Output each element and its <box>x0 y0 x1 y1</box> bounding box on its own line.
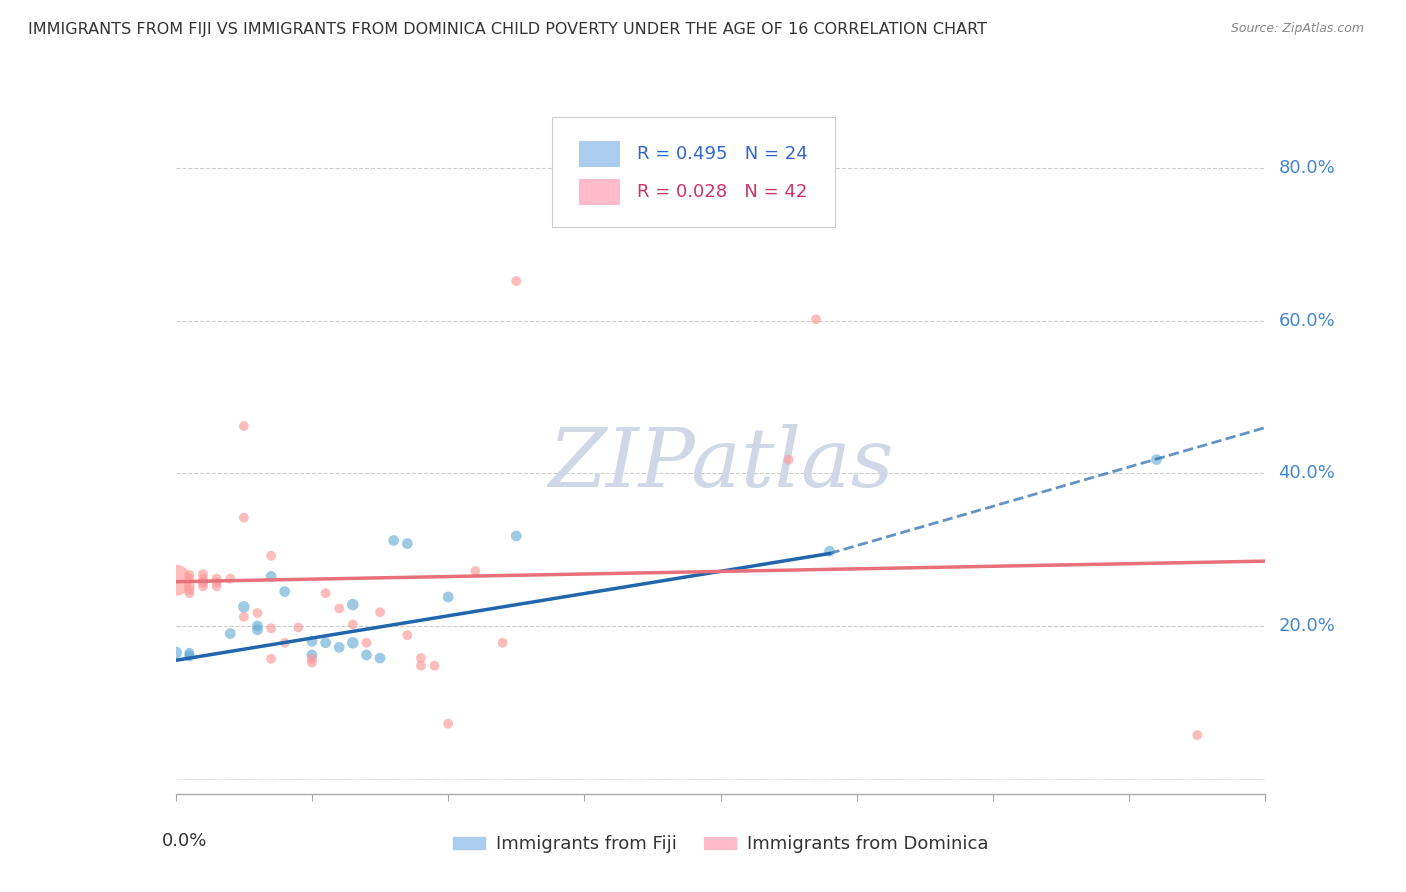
Point <box>260 569 283 583</box>
Point <box>274 584 297 599</box>
Point <box>179 586 201 600</box>
Point <box>179 579 201 593</box>
Text: IMMIGRANTS FROM FIJI VS IMMIGRANTS FROM DOMINICA CHILD POVERTY UNDER THE AGE OF : IMMIGRANTS FROM FIJI VS IMMIGRANTS FROM … <box>28 22 987 37</box>
Text: ZIPatlas: ZIPatlas <box>548 425 893 504</box>
Text: Source: ZipAtlas.com: Source: ZipAtlas.com <box>1230 22 1364 36</box>
Point <box>778 452 800 467</box>
Y-axis label: Child Poverty Under the Age of 16: Child Poverty Under the Age of 16 <box>0 309 8 592</box>
Point <box>315 586 337 600</box>
Point <box>328 601 350 615</box>
Point <box>1144 452 1167 467</box>
FancyBboxPatch shape <box>579 179 620 205</box>
Point <box>191 579 214 593</box>
Point <box>165 646 187 660</box>
Legend: Immigrants from Fiji, Immigrants from Dominica: Immigrants from Fiji, Immigrants from Do… <box>446 828 995 861</box>
Point <box>437 590 460 604</box>
Point <box>179 572 201 586</box>
Point <box>179 583 201 598</box>
Point <box>328 640 350 655</box>
Text: 0.0%: 0.0% <box>162 831 208 850</box>
Text: 80.0%: 80.0% <box>1278 159 1336 178</box>
Point <box>368 605 391 619</box>
Point <box>246 606 269 620</box>
Point <box>191 575 214 590</box>
Point <box>818 544 841 558</box>
Point <box>342 598 364 612</box>
Point <box>1187 728 1209 742</box>
Point <box>219 626 242 640</box>
Point <box>179 648 201 662</box>
Point <box>464 564 486 578</box>
Point <box>219 572 242 586</box>
Point <box>191 572 214 586</box>
Point <box>287 620 309 634</box>
Point <box>191 567 214 582</box>
Text: 60.0%: 60.0% <box>1278 311 1336 330</box>
FancyBboxPatch shape <box>579 141 620 168</box>
Point <box>315 636 337 650</box>
Point <box>232 599 254 614</box>
Text: R = 0.028   N = 42: R = 0.028 N = 42 <box>637 183 807 202</box>
Point <box>382 533 405 548</box>
Point <box>246 623 269 637</box>
Point <box>437 716 460 731</box>
Point <box>179 646 201 660</box>
Point <box>301 648 323 662</box>
Point <box>396 628 419 642</box>
Point <box>246 619 269 633</box>
Point <box>205 575 228 590</box>
Point <box>396 536 419 550</box>
Point <box>423 658 446 673</box>
Point <box>368 651 391 665</box>
FancyBboxPatch shape <box>551 118 835 227</box>
Point <box>165 573 187 587</box>
Point <box>260 652 283 666</box>
Point <box>232 419 254 434</box>
Point <box>232 610 254 624</box>
Point <box>274 636 297 650</box>
Point <box>179 567 201 582</box>
Point <box>356 636 378 650</box>
Point <box>205 572 228 586</box>
Point <box>260 621 283 635</box>
Point <box>505 529 527 543</box>
Point <box>301 634 323 648</box>
Point <box>409 651 432 665</box>
Point <box>492 636 515 650</box>
Point <box>301 652 323 666</box>
Point <box>804 312 827 326</box>
Point <box>505 274 527 288</box>
Point <box>356 648 378 662</box>
Text: 20.0%: 20.0% <box>1278 617 1336 635</box>
Text: 40.0%: 40.0% <box>1278 465 1336 483</box>
Point <box>342 636 364 650</box>
Point <box>409 658 432 673</box>
Point <box>191 575 214 590</box>
Point <box>342 617 364 632</box>
Point <box>205 579 228 593</box>
Text: R = 0.495   N = 24: R = 0.495 N = 24 <box>637 145 807 163</box>
Point <box>301 656 323 670</box>
Point <box>179 649 201 664</box>
Point <box>232 510 254 524</box>
Point <box>260 549 283 563</box>
